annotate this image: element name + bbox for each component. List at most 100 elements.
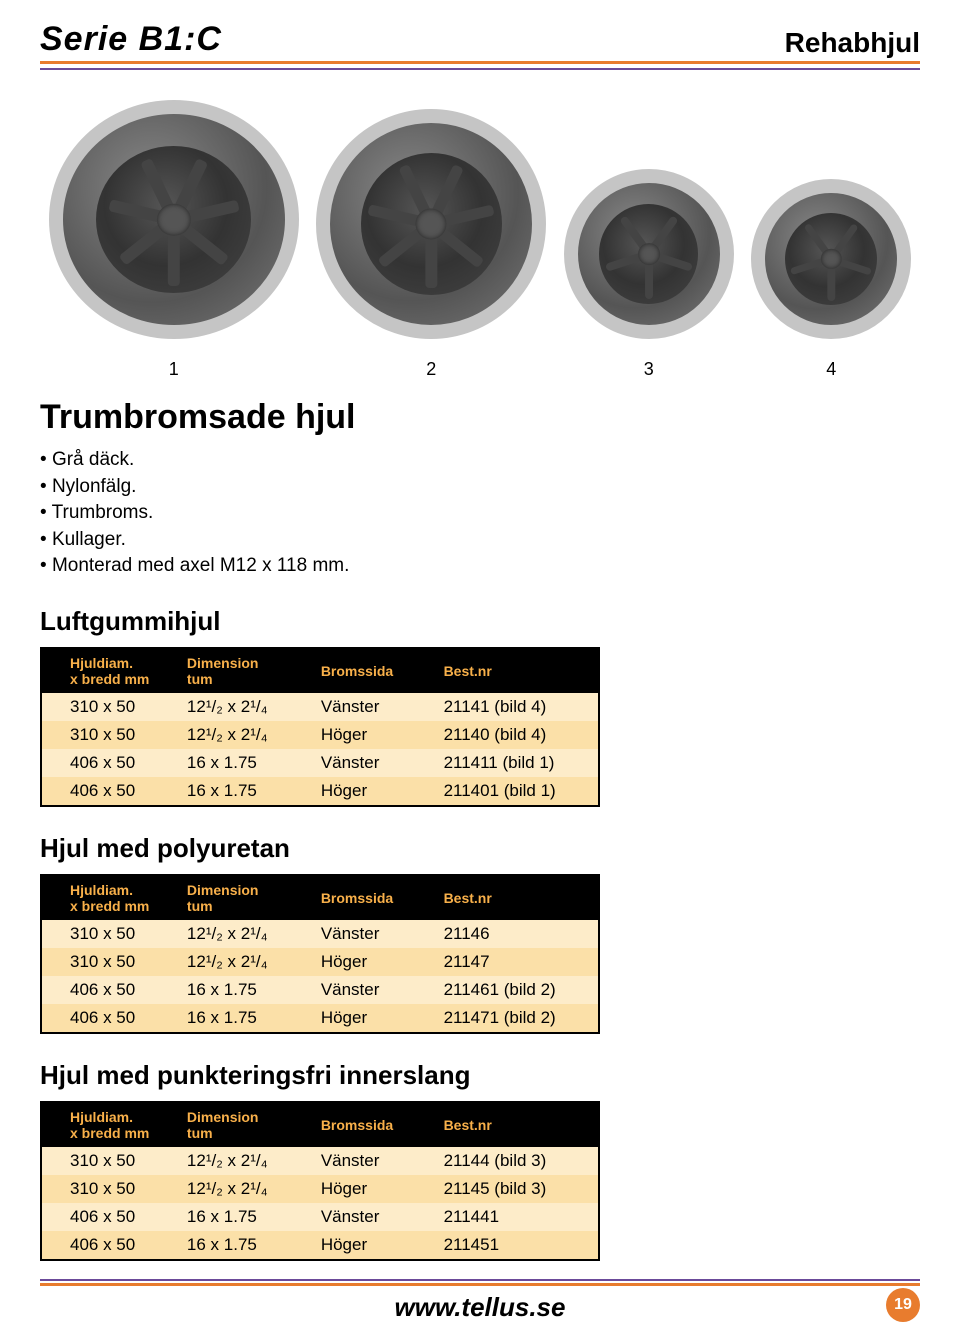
table-cell: 310 x 50 xyxy=(41,693,175,721)
table-header-col2: Dimensiontum xyxy=(175,1102,309,1147)
series-title: Serie B1:C xyxy=(40,20,222,59)
table-header-col1-l2: x bredd mm xyxy=(70,1125,149,1141)
table-cell: 16 x 1.75 xyxy=(175,1004,309,1033)
table-cell: Vänster xyxy=(309,1147,432,1175)
table-cell: 406 x 50 xyxy=(41,777,175,806)
table-cell: 310 x 50 xyxy=(41,920,175,948)
table-cell: 12¹/₂ x 2¹/₄ xyxy=(175,693,309,721)
feature-list: Grå däck.Nylonfälg.Trumbroms.Kullager.Mo… xyxy=(40,447,920,580)
table-cell: Höger xyxy=(309,721,432,749)
table-cell: 310 x 50 xyxy=(41,721,175,749)
spec-table: Hjuldiam.x bredd mmDimensiontumBromssida… xyxy=(40,647,600,807)
table-header-col2-l2: tum xyxy=(187,898,213,914)
table-row: 310 x 5012¹/₂ x 2¹/₄Höger21145 (bild 3) xyxy=(41,1175,599,1203)
table-header-col2-l1: Dimension xyxy=(187,655,259,671)
table-header-col2: Dimensiontum xyxy=(175,875,309,920)
table-row: 406 x 5016 x 1.75Vänster211441 xyxy=(41,1203,599,1231)
table-header-col3: Bromssida xyxy=(309,875,432,920)
table-cell: 12¹/₂ x 2¹/₄ xyxy=(175,721,309,749)
table-cell: 21145 (bild 3) xyxy=(432,1175,599,1203)
spec-table: Hjuldiam.x bredd mmDimensiontumBromssida… xyxy=(40,874,600,1034)
table-header-col2-l2: tum xyxy=(187,671,213,687)
section-subtitle: Luftgummihjul xyxy=(40,606,920,637)
table-header-col1-l1: Hjuldiam. xyxy=(70,655,133,671)
table-cell: 211451 xyxy=(432,1231,599,1260)
table-header-col2-l1: Dimension xyxy=(187,1109,259,1125)
wheel-number-label: 3 xyxy=(644,359,654,380)
page-header: Serie B1:C Rehabhjul xyxy=(40,20,920,64)
table-cell: 310 x 50 xyxy=(41,948,175,976)
table-cell: Vänster xyxy=(309,920,432,948)
table-cell: 12¹/₂ x 2¹/₄ xyxy=(175,948,309,976)
table-cell: Vänster xyxy=(309,693,432,721)
main-title: Trumbromsade hjul xyxy=(40,398,920,437)
page-footer: www.tellus.se 19 xyxy=(40,1279,920,1323)
table-row: 406 x 5016 x 1.75Vänster211461 (bild 2) xyxy=(41,976,599,1004)
table-cell: 406 x 50 xyxy=(41,976,175,1004)
feature-item: Nylonfälg. xyxy=(40,474,920,501)
table-header-col1: Hjuldiam.x bredd mm xyxy=(41,1102,175,1147)
table-cell: Höger xyxy=(309,1231,432,1260)
feature-item: Kullager. xyxy=(40,527,920,554)
table-row: 406 x 5016 x 1.75Höger211401 (bild 1) xyxy=(41,777,599,806)
table-cell: 21140 (bild 4) xyxy=(432,721,599,749)
table-cell: 16 x 1.75 xyxy=(175,1231,309,1260)
table-cell: 12¹/₂ x 2¹/₄ xyxy=(175,920,309,948)
table-header-col1: Hjuldiam.x bredd mm xyxy=(41,875,175,920)
table-cell: 16 x 1.75 xyxy=(175,749,309,777)
wheel-icon xyxy=(564,169,734,339)
table-header-col4: Best.nr xyxy=(432,1102,599,1147)
feature-item: Monterad med axel M12 x 118 mm. xyxy=(40,553,920,580)
table-row: 310 x 5012¹/₂ x 2¹/₄Vänster21141 (bild 4… xyxy=(41,693,599,721)
table-header-col1-l1: Hjuldiam. xyxy=(70,882,133,898)
table-cell: 406 x 50 xyxy=(41,1004,175,1033)
feature-item: Grå däck. xyxy=(40,447,920,474)
table-cell: 16 x 1.75 xyxy=(175,1203,309,1231)
header-divider xyxy=(40,68,920,70)
page-category: Rehabhjul xyxy=(785,27,920,59)
table-header-col1-l2: x bredd mm xyxy=(70,898,149,914)
wheel-number-label: 2 xyxy=(426,359,436,380)
table-cell: Höger xyxy=(309,948,432,976)
table-header-col2-l2: tum xyxy=(187,1125,213,1141)
table-cell: Höger xyxy=(309,1175,432,1203)
table-cell: Vänster xyxy=(309,749,432,777)
wheel-icon xyxy=(49,100,299,339)
table-header-col3: Bromssida xyxy=(309,648,432,693)
table-cell: 310 x 50 xyxy=(41,1147,175,1175)
table-row: 406 x 5016 x 1.75Höger211471 (bild 2) xyxy=(41,1004,599,1033)
feature-item: Trumbroms. xyxy=(40,500,920,527)
table-cell: 21141 (bild 4) xyxy=(432,693,599,721)
wheel-number-label: 1 xyxy=(169,359,179,380)
table-row: 406 x 5016 x 1.75Vänster211411 (bild 1) xyxy=(41,749,599,777)
footer-divider-1 xyxy=(40,1279,920,1281)
table-cell: 16 x 1.75 xyxy=(175,777,309,806)
table-cell: 310 x 50 xyxy=(41,1175,175,1203)
table-cell: 211471 (bild 2) xyxy=(432,1004,599,1033)
wheel-number-label: 4 xyxy=(826,359,836,380)
section-subtitle: Hjul med polyuretan xyxy=(40,833,920,864)
table-header-col4: Best.nr xyxy=(432,875,599,920)
table-header-col4: Best.nr xyxy=(432,648,599,693)
table-cell: 21144 (bild 3) xyxy=(432,1147,599,1175)
table-row: 310 x 5012¹/₂ x 2¹/₄Höger21140 (bild 4) xyxy=(41,721,599,749)
table-cell: Höger xyxy=(309,777,432,806)
table-cell: 211461 (bild 2) xyxy=(432,976,599,1004)
page-number-badge: 19 xyxy=(886,1288,920,1322)
table-cell: 406 x 50 xyxy=(41,749,175,777)
footer-url: www.tellus.se xyxy=(395,1292,566,1323)
table-cell: 211401 (bild 1) xyxy=(432,777,599,806)
table-header-col1-l1: Hjuldiam. xyxy=(70,1109,133,1125)
table-header-col2: Dimensiontum xyxy=(175,648,309,693)
section-subtitle: Hjul med punkteringsfri innerslang xyxy=(40,1060,920,1091)
table-cell: 12¹/₂ x 2¹/₄ xyxy=(175,1147,309,1175)
table-cell: 406 x 50 xyxy=(41,1203,175,1231)
table-row: 310 x 5012¹/₂ x 2¹/₄Höger21147 xyxy=(41,948,599,976)
table-cell: 16 x 1.75 xyxy=(175,976,309,1004)
table-header-col2-l1: Dimension xyxy=(187,882,259,898)
wheel-image: 1 xyxy=(49,100,299,380)
table-cell: Vänster xyxy=(309,976,432,1004)
wheel-image-row: 1 2 3 4 xyxy=(40,100,920,380)
table-header-col3: Bromssida xyxy=(309,1102,432,1147)
wheel-image: 3 xyxy=(564,100,734,380)
